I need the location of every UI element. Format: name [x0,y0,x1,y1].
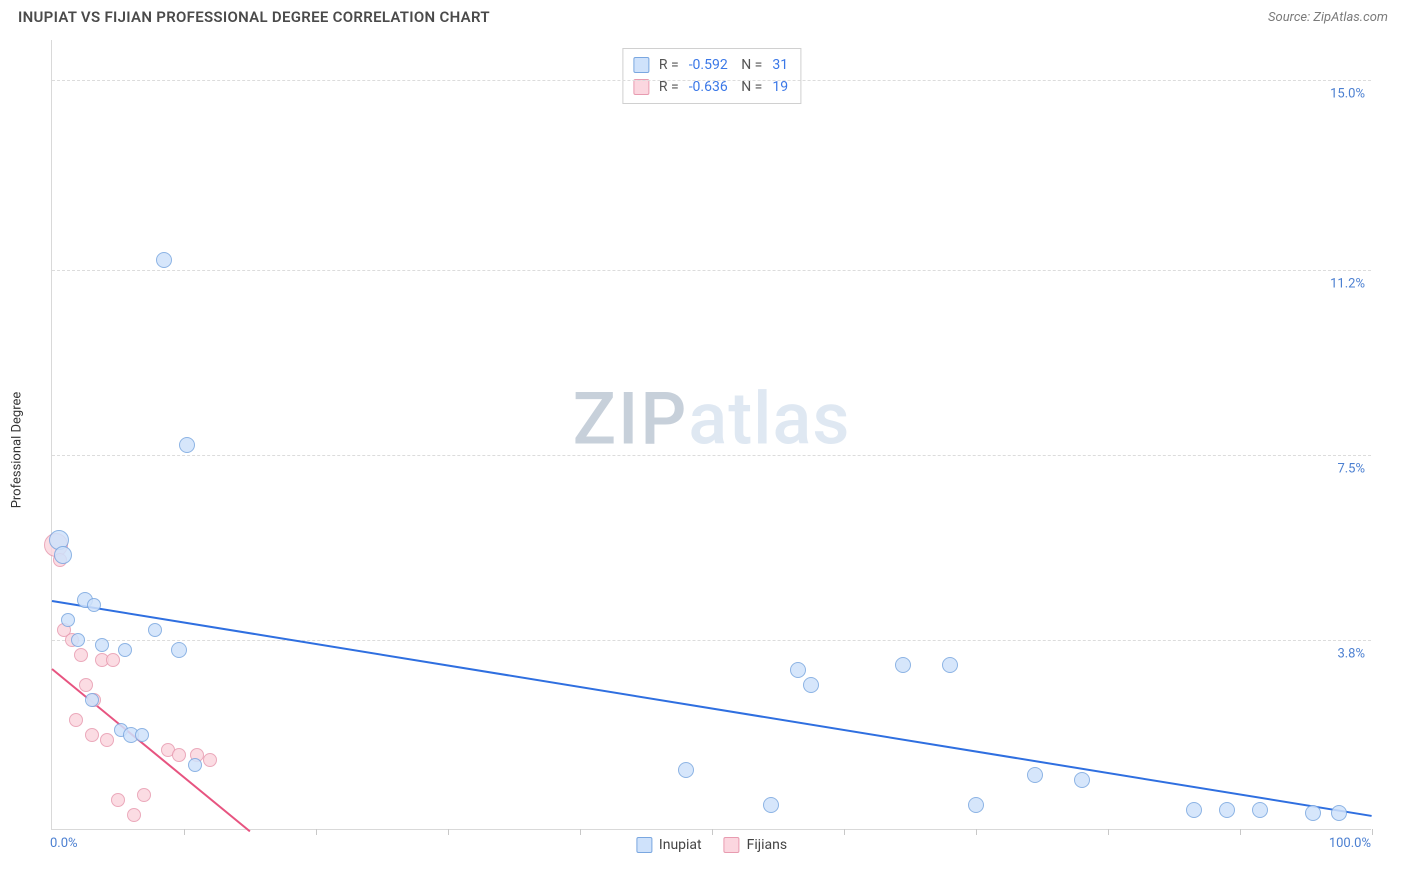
ytick-label: 11.2% [1330,277,1365,292]
data-point [1027,767,1043,783]
watermark: ZIPatlas [573,376,851,461]
correlation-legend: R = -0.592 N = 31 R = -0.636 N = 19 [622,48,801,104]
series-legend: Inupiat Fijians [636,837,787,853]
chart-header: INUPIAT VS FIJIAN PROFESSIONAL DEGREE CO… [0,0,1406,32]
xtick [184,829,185,835]
data-point [1252,802,1268,818]
data-point [942,657,958,673]
n-label: N = [738,54,763,76]
xtick [316,829,317,835]
gridline [52,80,1371,81]
r-value-inupiat: -0.592 [689,54,728,76]
data-point [79,678,93,692]
data-point [171,642,187,658]
trend-line [51,668,250,832]
legend-row-inupiat: R = -0.592 N = 31 [633,54,788,76]
ytick-label: 15.0% [1330,87,1365,102]
legend-label-fijians: Fijians [747,837,787,853]
data-point [106,653,120,667]
data-point [203,753,217,767]
chart-source: Source: ZipAtlas.com [1268,10,1388,25]
gridline [52,455,1371,456]
data-point [1186,802,1202,818]
data-point [135,728,149,742]
gridline [52,270,1371,271]
y-axis-label: Professional Degree [10,392,25,509]
data-point [1074,772,1090,788]
xtick [712,829,713,835]
data-point [968,797,984,813]
data-point [678,762,694,778]
gridline [52,640,1371,641]
data-point [188,758,202,772]
data-point [95,638,109,652]
data-point [61,613,75,627]
xtick [1240,829,1241,835]
xtick [844,829,845,835]
ytick-label: 3.8% [1337,647,1365,662]
chart-container: Professional Degree ZIPatlas R = -0.592 … [29,40,1387,860]
ytick-label: 7.5% [1337,462,1365,477]
legend-label-inupiat: Inupiat [659,837,702,853]
xtick [1108,829,1109,835]
xtick [1372,829,1373,835]
data-point [179,437,195,453]
legend-item-inupiat: Inupiat [636,837,702,853]
data-point [111,793,125,807]
data-point [127,808,141,822]
data-point [87,598,101,612]
xtick [976,829,977,835]
data-point [69,713,83,727]
data-point [118,643,132,657]
data-point [803,677,819,693]
data-point [1219,802,1235,818]
plot-area: ZIPatlas R = -0.592 N = 31 R = -0.636 N … [51,40,1371,830]
swatch-fijians [633,79,649,95]
data-point [85,728,99,742]
r-label: R = [659,54,679,76]
data-point [763,797,779,813]
swatch-inupiat [633,57,649,73]
data-point [1305,805,1321,821]
data-point [1331,805,1347,821]
data-point [148,623,162,637]
data-point [172,748,186,762]
data-point [85,693,99,707]
data-point [71,633,85,647]
trend-line [52,600,1372,817]
n-value-inupiat: 31 [772,54,788,76]
data-point [156,252,172,268]
watermark-part2: atlas [688,376,850,461]
x-max-label: 100.0% [1329,836,1371,851]
chart-title: INUPIAT VS FIJIAN PROFESSIONAL DEGREE CO… [18,8,490,26]
data-point [74,648,88,662]
data-point [790,662,806,678]
data-point [895,657,911,673]
swatch-fijians-icon [724,837,740,853]
data-point [137,788,151,802]
data-point [100,733,114,747]
xtick [580,829,581,835]
xtick [448,829,449,835]
watermark-part1: ZIP [573,376,689,461]
x-min-label: 0.0% [50,836,78,851]
swatch-inupiat-icon [636,837,652,853]
legend-item-fijians: Fijians [724,837,787,853]
data-point [54,546,72,564]
